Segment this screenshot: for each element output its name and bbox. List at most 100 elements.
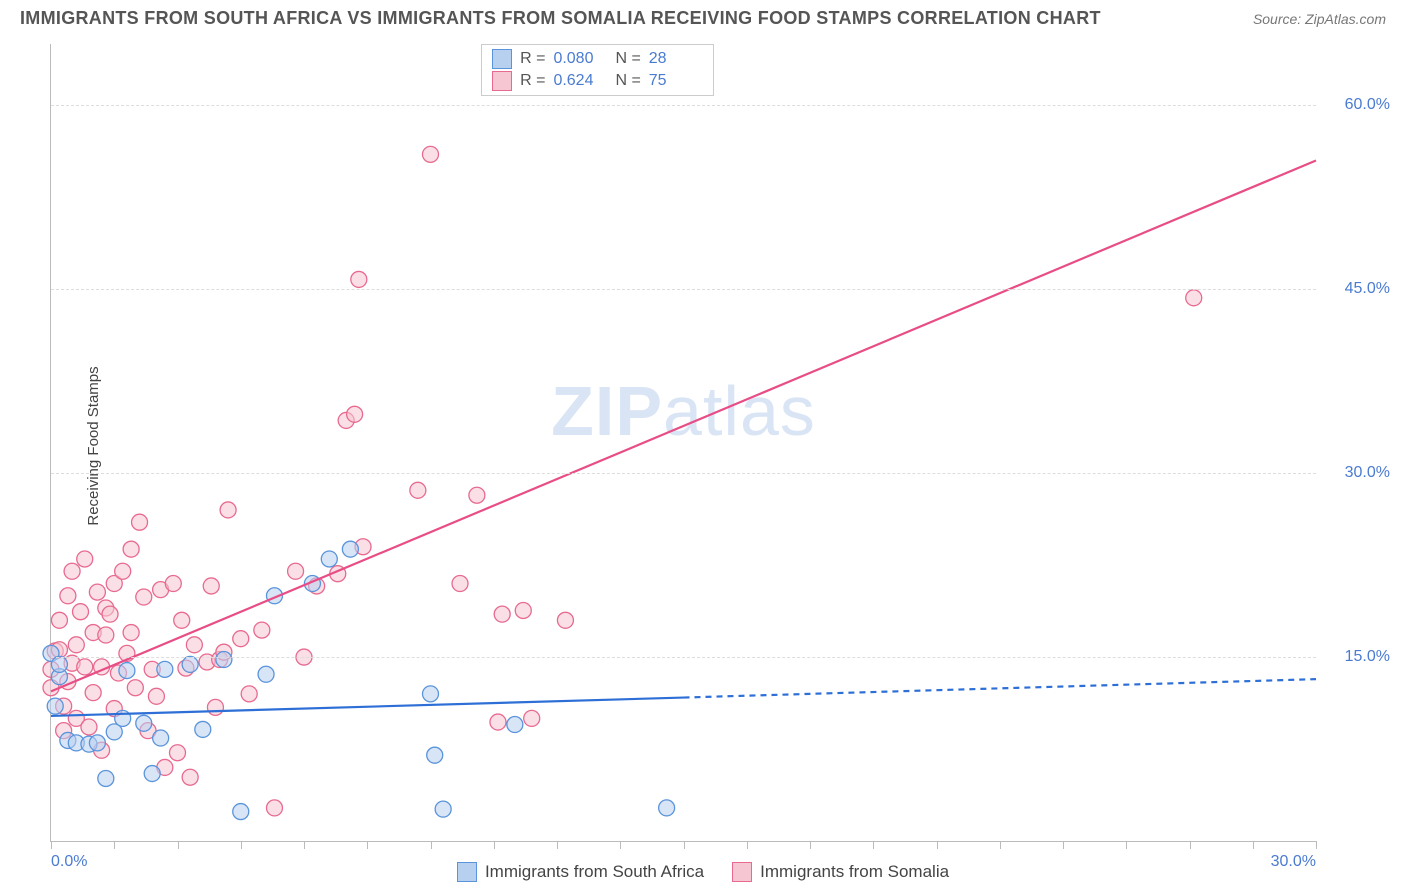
source-label: Source: ZipAtlas.com bbox=[1253, 11, 1386, 27]
xtick bbox=[1190, 841, 1191, 849]
data-point bbox=[51, 656, 67, 672]
ytick-label: 30.0% bbox=[1345, 464, 1390, 482]
legend-label-so: Immigrants from Somalia bbox=[760, 862, 949, 882]
data-point bbox=[85, 685, 101, 701]
data-point bbox=[123, 541, 139, 557]
data-point bbox=[410, 482, 426, 498]
data-point bbox=[136, 589, 152, 605]
ytick-label: 60.0% bbox=[1345, 96, 1390, 114]
r-label: R = bbox=[520, 72, 545, 90]
data-point bbox=[170, 745, 186, 761]
xtick bbox=[494, 841, 495, 849]
data-point bbox=[207, 699, 223, 715]
data-point bbox=[288, 563, 304, 579]
data-point bbox=[98, 770, 114, 786]
n-value-sa: 28 bbox=[649, 50, 703, 68]
data-point bbox=[233, 631, 249, 647]
n-value-so: 75 bbox=[649, 72, 703, 90]
data-point bbox=[347, 406, 363, 422]
xtick bbox=[367, 841, 368, 849]
data-point bbox=[157, 661, 173, 677]
trend-line bbox=[51, 698, 684, 716]
data-point bbox=[342, 541, 358, 557]
legend-item: Immigrants from Somalia bbox=[732, 862, 949, 882]
xtick bbox=[684, 841, 685, 849]
data-point bbox=[136, 715, 152, 731]
xtick bbox=[557, 841, 558, 849]
r-value-sa: 0.080 bbox=[553, 50, 607, 68]
data-point bbox=[73, 604, 89, 620]
xtick bbox=[304, 841, 305, 849]
data-point bbox=[123, 625, 139, 641]
data-point bbox=[1186, 290, 1202, 306]
data-point bbox=[427, 747, 443, 763]
stats-row: R = 0.624 N = 75 bbox=[492, 70, 703, 92]
data-point bbox=[102, 606, 118, 622]
xtick bbox=[620, 841, 621, 849]
xtick bbox=[241, 841, 242, 849]
data-point bbox=[423, 686, 439, 702]
data-point bbox=[423, 146, 439, 162]
xtick bbox=[747, 841, 748, 849]
data-point bbox=[659, 800, 675, 816]
data-point bbox=[241, 686, 257, 702]
r-value-so: 0.624 bbox=[553, 72, 607, 90]
data-point bbox=[174, 612, 190, 628]
chart-plot-area: ZIPatlas R = 0.080 N = 28 R = 0.624 N = … bbox=[50, 44, 1316, 842]
data-point bbox=[515, 602, 531, 618]
xtick bbox=[1126, 841, 1127, 849]
xtick bbox=[178, 841, 179, 849]
data-point bbox=[494, 606, 510, 622]
data-point bbox=[77, 551, 93, 567]
data-point bbox=[144, 766, 160, 782]
data-point bbox=[254, 622, 270, 638]
xtick bbox=[1063, 841, 1064, 849]
data-point bbox=[266, 800, 282, 816]
swatch-somalia bbox=[732, 862, 752, 882]
data-point bbox=[115, 563, 131, 579]
data-point bbox=[89, 735, 105, 751]
data-point bbox=[490, 714, 506, 730]
data-point bbox=[165, 576, 181, 592]
data-point bbox=[81, 719, 97, 735]
xtick bbox=[51, 841, 52, 849]
ytick-label: 15.0% bbox=[1345, 648, 1390, 666]
data-point bbox=[216, 652, 232, 668]
swatch-south-africa bbox=[492, 49, 512, 69]
data-point bbox=[64, 563, 80, 579]
gridline bbox=[51, 289, 1316, 290]
data-point bbox=[119, 663, 135, 679]
xtick bbox=[1253, 841, 1254, 849]
data-point bbox=[507, 717, 523, 733]
data-point bbox=[98, 627, 114, 643]
data-point bbox=[435, 801, 451, 817]
chart-title: IMMIGRANTS FROM SOUTH AFRICA VS IMMIGRAN… bbox=[20, 8, 1101, 29]
xtick bbox=[1316, 841, 1317, 849]
gridline bbox=[51, 657, 1316, 658]
data-point bbox=[51, 612, 67, 628]
xtick bbox=[937, 841, 938, 849]
ytick-label: 45.0% bbox=[1345, 280, 1390, 298]
stats-legend-box: R = 0.080 N = 28 R = 0.624 N = 75 bbox=[481, 44, 714, 96]
data-point bbox=[220, 502, 236, 518]
xtick bbox=[1000, 841, 1001, 849]
data-point bbox=[557, 612, 573, 628]
data-point bbox=[182, 769, 198, 785]
gridline bbox=[51, 473, 1316, 474]
xtick bbox=[114, 841, 115, 849]
swatch-somalia bbox=[492, 71, 512, 91]
stats-row: R = 0.080 N = 28 bbox=[492, 48, 703, 70]
data-point bbox=[321, 551, 337, 567]
data-point bbox=[351, 271, 367, 287]
data-point bbox=[233, 804, 249, 820]
data-point bbox=[524, 710, 540, 726]
data-point bbox=[68, 637, 84, 653]
legend-item: Immigrants from South Africa bbox=[457, 862, 704, 882]
legend-label-sa: Immigrants from South Africa bbox=[485, 862, 704, 882]
data-point bbox=[127, 680, 143, 696]
gridline bbox=[51, 105, 1316, 106]
data-point bbox=[89, 584, 105, 600]
trend-line bbox=[51, 160, 1316, 691]
n-label: N = bbox=[615, 50, 640, 68]
scatter-svg bbox=[51, 44, 1316, 841]
